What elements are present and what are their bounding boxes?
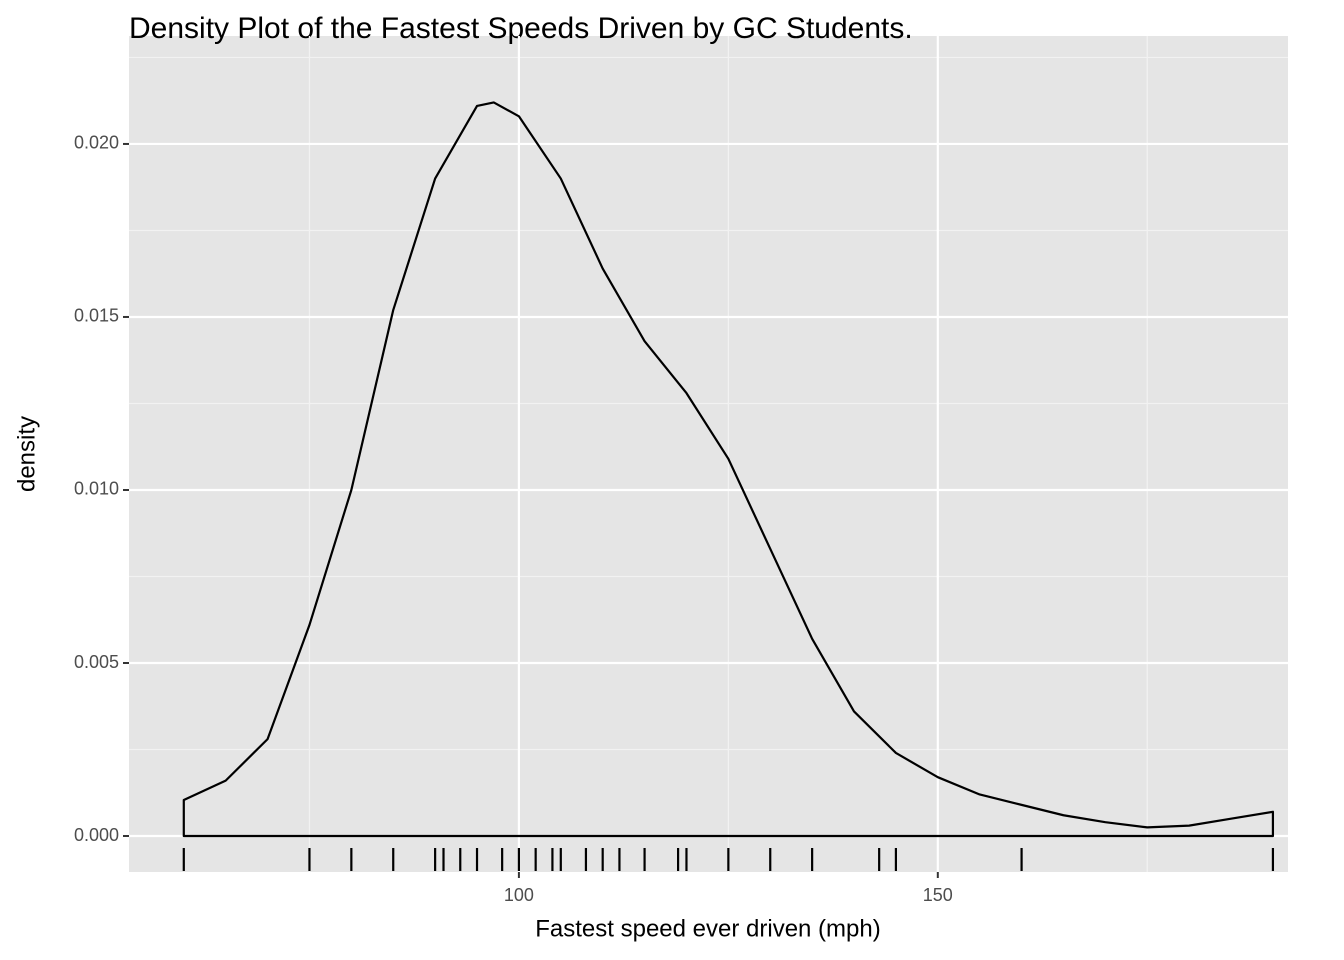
panel	[129, 36, 1288, 872]
y-axis-label: density	[13, 416, 40, 492]
x-tick-label: 100	[504, 885, 534, 905]
chart-title: Density Plot of the Fastest Speeds Drive…	[129, 12, 913, 45]
density-curve	[182, 101, 1275, 838]
y-tick-label: 0.020	[74, 133, 119, 153]
y-tick-label: 0.015	[74, 306, 119, 326]
x-tick-label: 150	[923, 885, 953, 905]
y-tick-label: 0.005	[74, 652, 119, 672]
y-tick-label: 0.000	[74, 825, 119, 845]
x-axis-label: Fastest speed ever driven (mph)	[535, 915, 880, 942]
y-tick-label: 0.010	[74, 479, 119, 499]
